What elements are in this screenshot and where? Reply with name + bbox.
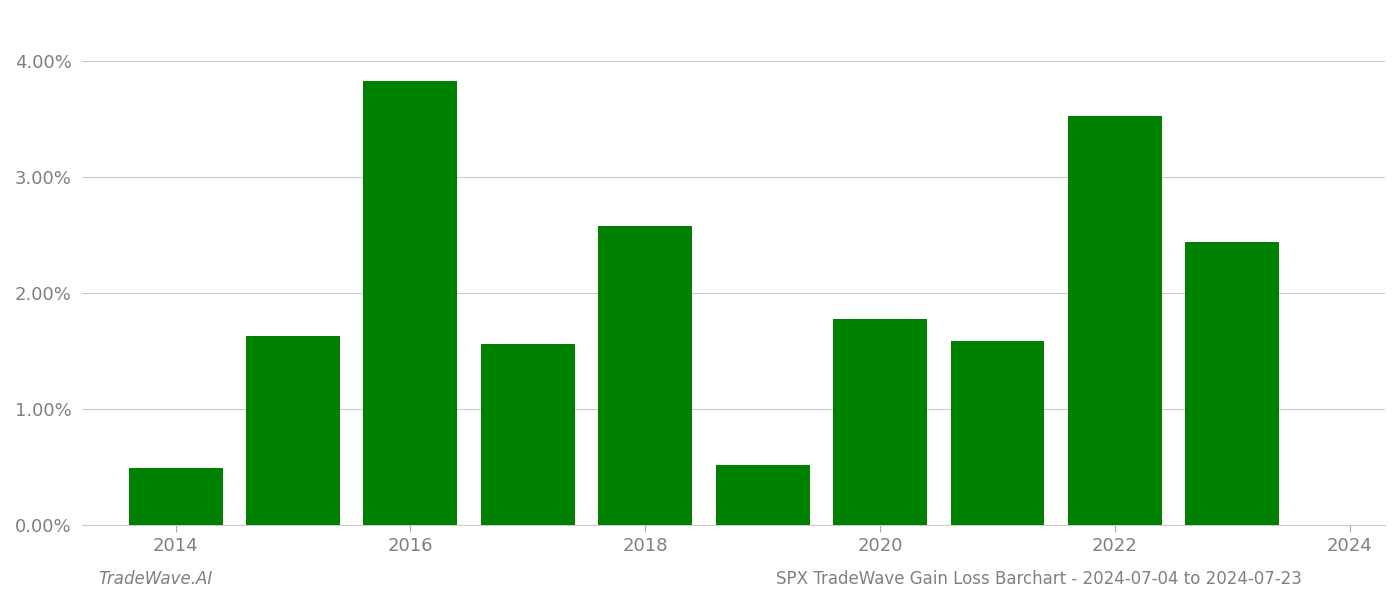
Bar	[715, 465, 809, 525]
Bar	[598, 226, 692, 525]
Text: TradeWave.AI: TradeWave.AI	[98, 570, 213, 588]
Bar	[951, 341, 1044, 525]
Bar	[1186, 242, 1280, 525]
Bar	[129, 469, 223, 525]
Text: SPX TradeWave Gain Loss Barchart - 2024-07-04 to 2024-07-23: SPX TradeWave Gain Loss Barchart - 2024-…	[776, 570, 1302, 588]
Bar	[246, 336, 340, 525]
Bar	[833, 319, 927, 525]
Bar	[1068, 116, 1162, 525]
Bar	[364, 81, 458, 525]
Bar	[480, 344, 575, 525]
